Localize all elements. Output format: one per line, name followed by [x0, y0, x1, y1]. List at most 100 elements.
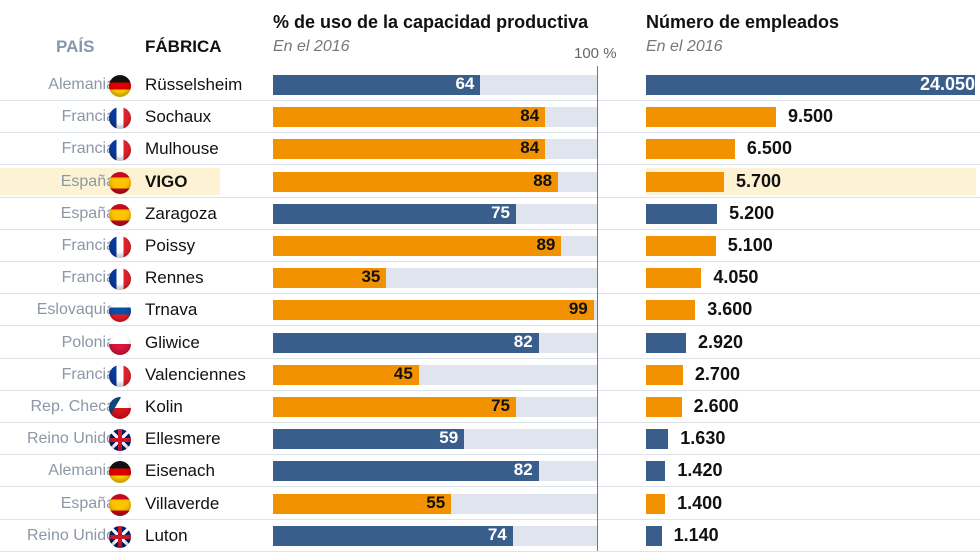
country-label: Alemania	[48, 76, 115, 93]
row-divider	[0, 100, 980, 101]
employees-bar	[646, 171, 724, 192]
capacity-value-label: 84	[520, 106, 540, 126]
flag-es-icon	[109, 493, 131, 516]
table-row: Alemania Rüsselsheim 64 24.050	[0, 69, 980, 101]
capacity-bar	[273, 300, 594, 321]
country-label: Francia	[61, 237, 115, 254]
employees-bar	[646, 493, 666, 514]
table-row: Francia Poissy 89 5.100	[0, 230, 980, 262]
employees-bar	[646, 268, 702, 289]
capacity-title: % de uso de la capacidad productiva	[273, 12, 589, 32]
country-label: Alemania	[48, 462, 115, 480]
plant-label: Luton	[145, 525, 188, 545]
reference-line-100	[597, 66, 598, 551]
plant-column-header: FÁBRICA	[145, 37, 222, 56]
capacity-value-label: 75	[491, 396, 510, 415]
capacity-value-label: 45	[393, 363, 413, 383]
flag-de-icon	[109, 461, 131, 484]
employees-value-label: 4.050	[713, 267, 759, 288]
row-divider	[0, 357, 980, 359]
row-divider	[0, 422, 980, 423]
country-label: Francia	[61, 108, 115, 126]
employees-bar	[646, 332, 686, 353]
plant-label: Trnava	[145, 300, 198, 320]
capacity-bar	[273, 236, 562, 256]
employees-value-label: 6.500	[746, 138, 792, 159]
flag-fr-icon	[109, 236, 131, 258]
capacity-value-label: 75	[491, 202, 510, 222]
capacity-bar	[273, 171, 559, 192]
table-row: Polonia Gliwice 82 2.920	[0, 327, 980, 359]
employees-bar	[646, 364, 683, 385]
table-row: Rep. Checa Kolin 75 2.600	[0, 391, 980, 423]
flag-es-icon	[109, 171, 131, 194]
employees-bar	[646, 300, 696, 321]
country-column-header: PAÍS	[56, 37, 95, 56]
employees-value-label: 5.200	[729, 202, 775, 223]
employees-value-label: 2.700	[694, 363, 740, 384]
plant-label: Sochaux	[145, 107, 212, 127]
employees-bar	[646, 236, 716, 256]
employees-value-label: 1.630	[680, 428, 726, 449]
plant-label: Eisenach	[145, 461, 215, 481]
table-row: España VIGO 88 5.700	[0, 166, 980, 198]
capacity-value-label: 89	[536, 235, 556, 254]
row-divider	[0, 228, 980, 230]
capacity-value-label: 84	[520, 138, 540, 158]
employees-bar	[646, 203, 718, 224]
employees-value-label: 24.050	[919, 74, 975, 94]
employees-bar	[646, 75, 975, 95]
country-label: España	[60, 204, 115, 222]
employees-value-label: 5.700	[735, 170, 782, 191]
table-row: Francia Mulhouse 84 6.500	[0, 133, 980, 166]
table-row: España Zaragoza 75 5.200	[0, 198, 980, 230]
employees-bar	[646, 397, 682, 417]
flag-sk-icon	[109, 300, 131, 323]
capacity-bar	[273, 268, 387, 289]
capacity-bar	[273, 107, 546, 128]
plant-label: Ellesmere	[145, 429, 221, 449]
capacity-bar	[273, 461, 539, 482]
plant-label: Zaragoza	[145, 203, 217, 223]
plant-label: Villaverde	[145, 493, 220, 513]
country-label: Francia	[61, 269, 115, 287]
table-row: Francia Sochaux 84 9.500	[0, 101, 980, 134]
table-row: Reino Unido Luton 74 1.140	[0, 520, 980, 552]
flag-fr-icon	[109, 364, 131, 387]
capacity-value-label: 74	[487, 524, 507, 544]
flag-pl-icon	[109, 332, 131, 355]
table-row: Francia Valenciennes 45 2.700	[0, 359, 980, 391]
row-divider	[0, 196, 980, 198]
flag-es-icon	[109, 203, 131, 226]
country-label: Eslovaquia	[36, 301, 115, 319]
capacity-value-label: 82	[513, 331, 533, 351]
country-label: España	[60, 494, 115, 512]
capacity-bar	[273, 493, 452, 514]
country-label: Francia	[61, 140, 115, 158]
employees-bar	[646, 107, 776, 128]
country-label: España	[60, 172, 115, 190]
capacity-value-label: 64	[455, 74, 475, 93]
employees-bar	[646, 429, 669, 450]
country-label: Reino Unido	[26, 526, 115, 544]
capacity-bar	[273, 332, 539, 353]
employees-bar	[646, 525, 662, 546]
capacity-value-label: 99	[568, 299, 588, 319]
employees-value-label: 2.600	[693, 396, 739, 416]
table-row: Eslovaquia Trnava 99 3.600	[0, 294, 980, 327]
plant-label: Kolin	[145, 397, 183, 416]
row-divider	[0, 325, 980, 327]
employees-bar	[646, 139, 735, 160]
plant-label: VIGO	[145, 171, 188, 191]
capacity-value-label: 88	[533, 170, 553, 190]
employees-value-label: 1.140	[673, 524, 719, 545]
plant-label: Valenciennes	[145, 364, 246, 384]
flag-cz-icon	[109, 397, 131, 419]
plant-label: Poissy	[145, 236, 196, 255]
row-divider	[0, 486, 980, 488]
capacity-value-label: 59	[439, 428, 459, 448]
capacity-bar	[273, 397, 516, 417]
table-row: Reino Unido Ellesmere 59 1.630	[0, 423, 980, 456]
table-row: Francia Rennes 35 4.050	[0, 262, 980, 295]
country-label: Francia	[61, 365, 115, 383]
